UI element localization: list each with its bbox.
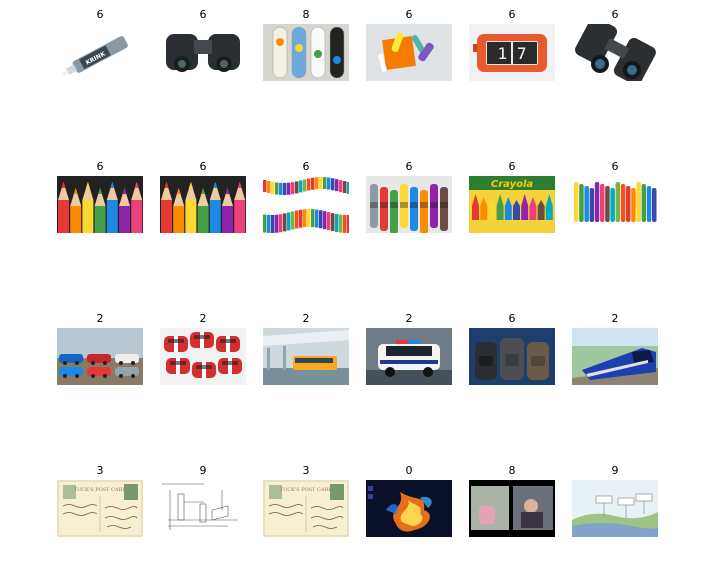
svg-text:TUCK'S POST CARD: TUCK'S POST CARD xyxy=(280,487,333,493)
grid-cell: 2 xyxy=(263,312,349,387)
grid-cell: 6 KRINK xyxy=(57,8,143,83)
crayola-box-icon: Crayola xyxy=(469,176,555,233)
grid-cell: 0 xyxy=(366,464,452,539)
flip-clock-icon: 1 7 xyxy=(469,24,555,81)
grid-cell: 6 xyxy=(263,160,349,235)
cell-label: 2 xyxy=(96,312,104,325)
grid-cell: 6 xyxy=(57,160,143,235)
cell-label: 2 xyxy=(302,312,310,325)
grid-cell: 2 xyxy=(160,312,246,387)
cell-label: 6 xyxy=(199,8,207,21)
grid-cell: 6 xyxy=(366,8,452,83)
grid-cell: 6 xyxy=(366,160,452,235)
photo-collage-icon xyxy=(469,480,555,537)
colored-pencils-icon xyxy=(57,176,143,233)
grid-cell: 6 1 7 xyxy=(469,8,555,83)
fire-abstract-icon xyxy=(366,480,452,537)
large-binoculars-icon xyxy=(572,24,658,81)
crayons-icon xyxy=(366,176,452,233)
grid-cell: 8 xyxy=(263,8,349,83)
cell-label: 9 xyxy=(199,464,207,477)
cell-label: 6 xyxy=(508,312,516,325)
postcard-icon: TUCK'S POST CARD xyxy=(57,480,143,537)
grid-cell: 6 xyxy=(572,160,658,235)
cell-label: 2 xyxy=(611,312,619,325)
grid-cell: 9 xyxy=(160,464,246,539)
grid-cell: 6 xyxy=(160,160,246,235)
cell-label: 6 xyxy=(611,160,619,173)
grid-cell: 3 TUCK'S POST CARD xyxy=(57,464,143,539)
cell-label: 6 xyxy=(508,160,516,173)
landscape-diagram-icon xyxy=(572,480,658,537)
blue-train-icon xyxy=(572,328,658,385)
grid-cell: 2 xyxy=(57,312,143,387)
cell-label: 2 xyxy=(405,312,413,325)
cell-label: 6 xyxy=(405,8,413,21)
compact-binoculars-icon xyxy=(160,24,246,81)
cell-label: 8 xyxy=(302,8,310,21)
grid-cell: 9 xyxy=(572,464,658,539)
svg-text:TUCK'S POST CARD: TUCK'S POST CARD xyxy=(74,487,127,493)
skateboards-icon xyxy=(263,24,349,81)
grid-cell: 8 xyxy=(469,464,555,539)
cell-label: 3 xyxy=(302,464,310,477)
cell-label: 6 xyxy=(405,160,413,173)
sports-cars-icon xyxy=(57,328,143,385)
cell-label: 8 xyxy=(508,464,516,477)
grid-cell: 6 Crayola xyxy=(469,160,555,235)
cell-label: 3 xyxy=(96,464,104,477)
grid-cell: 3 TUCK'S POST CARD xyxy=(263,464,349,539)
paper-clips-icon xyxy=(366,24,452,81)
svg-text:1 7: 1 7 xyxy=(498,44,527,63)
colored-pencils-icon xyxy=(160,176,246,233)
cell-label: 2 xyxy=(199,312,207,325)
cell-label: 6 xyxy=(96,8,104,21)
cell-label: 9 xyxy=(611,464,619,477)
police-suv-icon xyxy=(366,328,452,385)
grid-cell: 2 xyxy=(366,312,452,387)
cell-label: 6 xyxy=(96,160,104,173)
crayons-row-icon xyxy=(572,176,658,233)
technical-drawing-icon xyxy=(160,480,246,537)
pencil-wave-icon xyxy=(263,176,349,233)
postcard-icon: TUCK'S POST CARD xyxy=(263,480,349,537)
grid-cell: 6 xyxy=(160,8,246,83)
cell-label: 6 xyxy=(611,8,619,21)
cell-label: 6 xyxy=(199,160,207,173)
marker-pen-icon: KRINK xyxy=(57,24,143,81)
red-cars-icon xyxy=(160,328,246,385)
grid-cell: 6 xyxy=(572,8,658,83)
grid-cell: 2 xyxy=(572,312,658,387)
bus-terminal-icon xyxy=(263,328,349,385)
cell-label: 0 xyxy=(405,464,413,477)
grid-cell: 6 xyxy=(469,312,555,387)
cell-label: 6 xyxy=(508,8,516,21)
svg-text:Crayola: Crayola xyxy=(491,179,534,190)
backpacks-icon xyxy=(469,328,555,385)
cell-label: 6 xyxy=(302,160,310,173)
